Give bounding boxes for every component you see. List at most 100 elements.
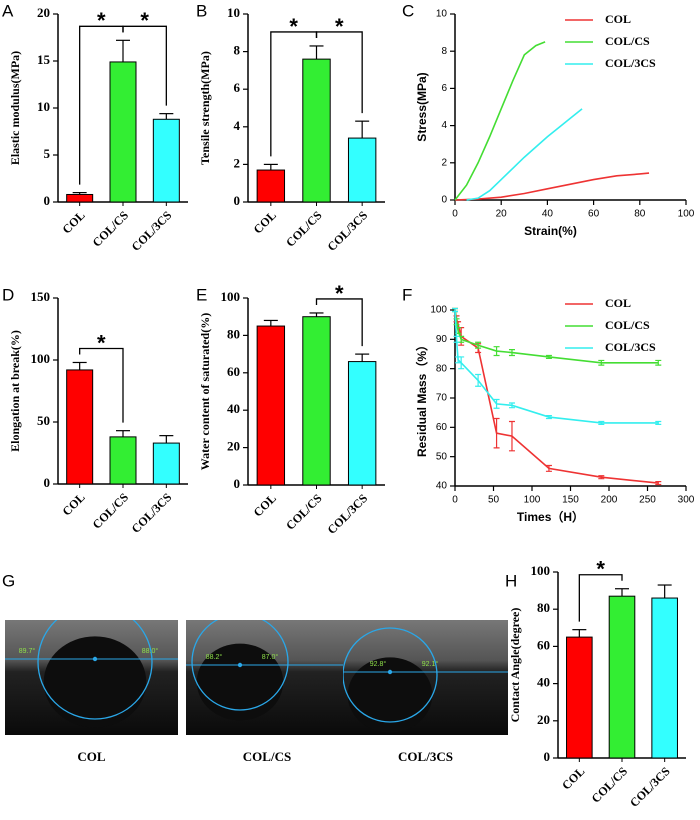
center-dot xyxy=(237,662,243,668)
error-bar xyxy=(493,346,500,357)
x-tick-label: COL/CS xyxy=(589,764,631,806)
error-bar xyxy=(493,398,500,409)
angle-label: 87.0° xyxy=(262,653,279,661)
y-tick-label: 6 xyxy=(234,80,241,95)
bar xyxy=(66,193,94,203)
x-tick-label: 0 xyxy=(452,495,458,506)
legend-label: COL/3CS xyxy=(605,56,656,70)
x-tick-label: 300 xyxy=(678,495,695,506)
x-tick-label: 20 xyxy=(496,209,508,220)
error-bar xyxy=(545,464,552,472)
error-bar xyxy=(508,402,515,409)
series-line xyxy=(454,41,546,201)
error-bar xyxy=(453,335,460,343)
fit-circle xyxy=(191,620,289,711)
fit-circle xyxy=(37,620,153,720)
x-tick-label: COL/3CS xyxy=(324,208,370,254)
y-tick-label: 0 xyxy=(234,193,241,208)
bar xyxy=(608,595,636,759)
bar xyxy=(256,325,286,486)
error-bar xyxy=(508,349,515,357)
legend-label: COL/CS xyxy=(605,34,650,48)
photo: 89.7° 88.0° xyxy=(5,620,178,735)
bar xyxy=(152,442,180,485)
x-tick-label: COL xyxy=(559,764,587,792)
bar xyxy=(66,369,94,485)
error-bar xyxy=(598,359,605,366)
y-tick-label: 2 xyxy=(234,155,241,170)
panel-letter: H xyxy=(505,571,517,590)
x-tick-label: COL/3CS xyxy=(129,208,175,254)
y-tick-label: 100 xyxy=(430,305,447,316)
panel-letter: E xyxy=(196,285,207,304)
y-tick-label: 20 xyxy=(227,439,240,454)
error-bar xyxy=(545,354,552,359)
y-tick-label: 40 xyxy=(227,401,240,416)
y-axis-label: Elastic modulus(MPa) xyxy=(8,51,22,165)
y-tick-label: 80 xyxy=(227,326,240,341)
legend-label: COL xyxy=(605,296,631,310)
x-tick-label: 40 xyxy=(542,209,554,220)
panel-letter: F xyxy=(402,285,412,304)
x-tick-label: 200 xyxy=(601,495,618,506)
photo: 88.2° 87.0° xyxy=(186,620,348,735)
y-tick-label: 20 xyxy=(37,5,50,20)
y-tick-label: 6 xyxy=(441,83,447,94)
y-tick-label: 100 xyxy=(31,351,51,366)
error-bar xyxy=(508,420,515,452)
photo: 92.8° 92.1° xyxy=(343,620,508,735)
bar xyxy=(152,118,180,203)
error-bar xyxy=(655,359,662,366)
y-tick-label: 0 xyxy=(441,195,447,206)
center-dot xyxy=(92,656,98,662)
y-tick-label: 50 xyxy=(436,451,448,462)
y-tick-label: 20 xyxy=(537,712,550,727)
y-tick-label: 4 xyxy=(441,120,447,131)
x-tick-label: 150 xyxy=(562,495,579,506)
y-tick-label: 80 xyxy=(436,363,448,374)
significance-bracket xyxy=(578,574,623,622)
bar xyxy=(302,58,331,203)
significance-label: * xyxy=(335,14,344,39)
x-tick-label: COL xyxy=(59,490,87,518)
significance-label: * xyxy=(289,14,298,39)
y-tick-label: 4 xyxy=(234,118,241,133)
panel-letter: G xyxy=(2,571,15,590)
significance-label: * xyxy=(97,8,106,33)
error-bar xyxy=(458,356,465,370)
y-tick-label: 70 xyxy=(436,393,448,404)
y-axis-label: Elongation at break(%) xyxy=(8,330,22,452)
x-tick-label: 50 xyxy=(488,495,500,506)
error-bar xyxy=(598,420,605,425)
angle-label: 92.1° xyxy=(422,660,439,668)
series-line xyxy=(466,108,583,201)
angle-label: 92.8° xyxy=(370,660,387,668)
y-tick-label: 8 xyxy=(441,46,447,57)
y-tick-label: 80 xyxy=(537,600,550,615)
panel-letter: A xyxy=(2,1,14,20)
y-axis-label: Contact Angle(degree) xyxy=(508,608,522,723)
x-axis-label: Strain(%) xyxy=(524,224,577,238)
y-tick-label: 10 xyxy=(37,99,50,114)
significance-bracket xyxy=(315,31,363,114)
error-bar xyxy=(475,341,482,349)
bar xyxy=(109,436,137,485)
droplet xyxy=(347,657,433,733)
y-tick-label: 100 xyxy=(531,563,551,578)
y-tick-label: 15 xyxy=(37,52,51,67)
panel-letter: D xyxy=(2,285,14,304)
series-line xyxy=(454,309,659,484)
x-tick-label: COL xyxy=(251,208,279,236)
bar xyxy=(109,61,137,203)
error-bar xyxy=(545,415,552,420)
panel-letter: B xyxy=(196,1,207,20)
image-caption: COL xyxy=(77,749,106,764)
x-tick-label: COL/3CS xyxy=(324,491,370,537)
error-bar xyxy=(452,307,458,313)
y-tick-label: 0 xyxy=(44,193,51,208)
y-tick-label: 10 xyxy=(227,5,240,20)
y-axis-label: Residual Mass（%） xyxy=(414,339,429,457)
x-tick-label: 250 xyxy=(639,495,656,506)
y-axis-label: Stress(MPa) xyxy=(415,72,429,141)
